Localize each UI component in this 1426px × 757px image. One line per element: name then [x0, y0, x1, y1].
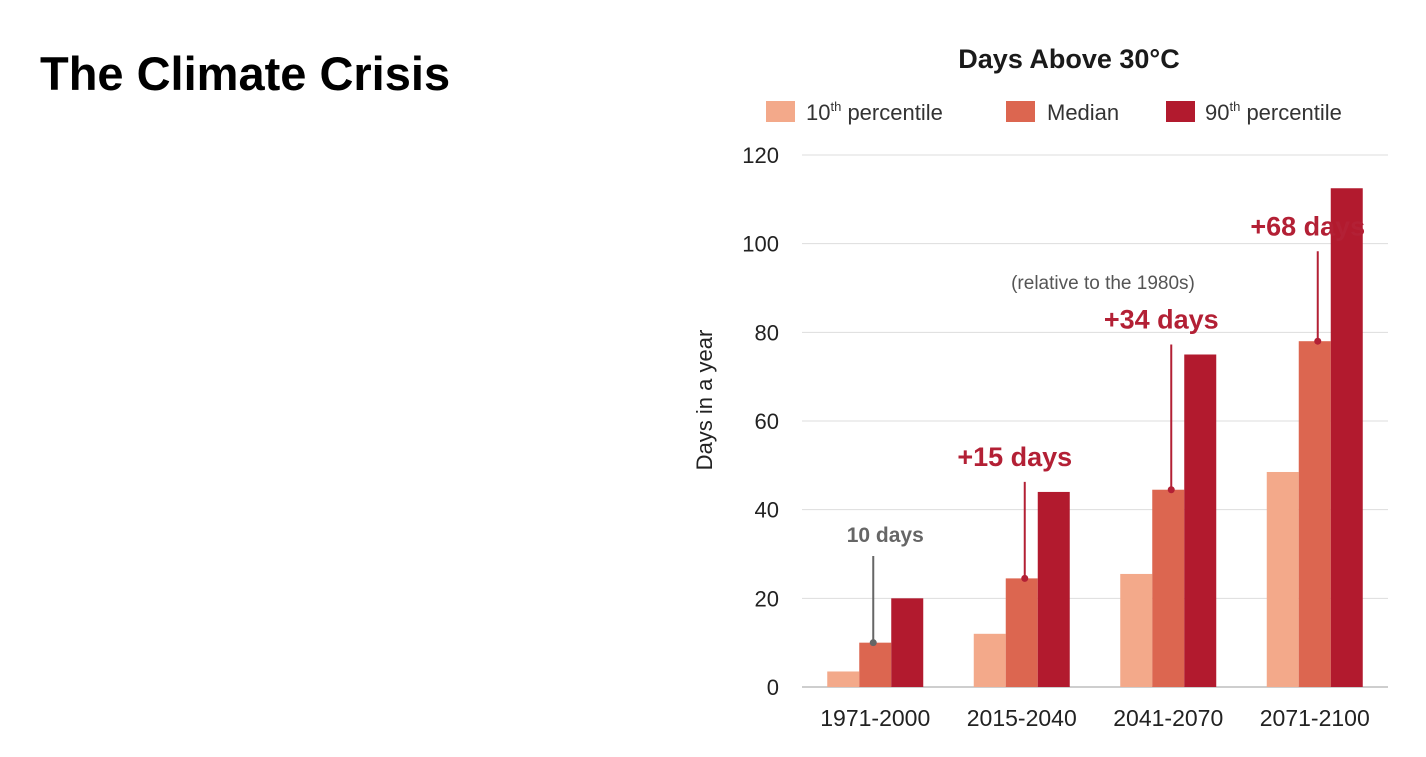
- chart-note: (relative to the 1980s): [1011, 273, 1195, 294]
- legend-item-median: Median: [1006, 100, 1119, 125]
- bar-90th-percentile-2071-2100: [1330, 188, 1363, 687]
- bar-90th-percentile-1971-2000: [891, 598, 924, 687]
- annotation-dot-2041-2070: [1167, 486, 1175, 494]
- legend: 10th percentile Median 90th percentile: [766, 99, 1342, 125]
- svg-text:90th percentile: 90th percentile: [1205, 99, 1342, 125]
- y-tick-label-80: 80: [755, 320, 779, 345]
- y-tick-label-120: 120: [742, 143, 779, 168]
- x-tick-label-2071-2100: 2071-2100: [1260, 705, 1370, 731]
- y-tick-label-40: 40: [755, 498, 779, 523]
- x-tick-label-2015-2040: 2015-2040: [967, 705, 1077, 731]
- bar-median-2041-2070: [1152, 489, 1185, 687]
- annotation-dot-2071-2100: [1314, 337, 1322, 345]
- bar-90th-percentile-2041-2070: [1184, 354, 1217, 687]
- legend-item-10th-percentile: 10th percentile: [766, 99, 943, 125]
- legend-label-90th-main: 90: [1205, 100, 1229, 125]
- chart-title: Days Above 30°C: [958, 44, 1179, 74]
- annotation-label-2071-2100: +68 days: [1250, 211, 1365, 241]
- legend-swatch-median: [1006, 101, 1035, 122]
- annotations: 10 days +15 days +34 days +68 days: [847, 211, 1365, 647]
- bars: [827, 188, 1363, 687]
- bar-median-2015-2040: [1005, 578, 1038, 687]
- bar-median-1971-2000: [859, 642, 892, 687]
- legend-label-90th-sup: th: [1229, 99, 1240, 114]
- y-axis-label: Days in a year: [692, 330, 717, 471]
- legend-label-90th-rest: percentile: [1240, 100, 1342, 125]
- annotation-label-2015-2040: +15 days: [957, 442, 1072, 472]
- y-tick-labels: 0 20 40 60 80 100 120: [742, 143, 779, 700]
- y-tick-label-100: 100: [742, 232, 779, 257]
- bar-10th-percentile-1971-2000: [827, 671, 860, 687]
- bar-median-2071-2100: [1298, 341, 1331, 687]
- y-tick-label-60: 60: [755, 409, 779, 434]
- y-tick-label-20: 20: [755, 586, 779, 611]
- x-tick-labels: 1971-2000 2015-2040 2041-2070 2071-2100: [820, 705, 1370, 731]
- x-tick-label-2041-2070: 2041-2070: [1113, 705, 1223, 731]
- annotation-dot-2015-2040: [1021, 574, 1029, 582]
- bar-10th-percentile-2041-2070: [1120, 573, 1153, 687]
- annotation-label-2041-2070: +34 days: [1104, 305, 1219, 335]
- legend-label-median: Median: [1047, 100, 1119, 125]
- svg-text:10th percentile: 10th percentile: [806, 99, 943, 125]
- bar-90th-percentile-2015-2040: [1037, 491, 1070, 687]
- bar-10th-percentile-2071-2100: [1266, 471, 1299, 687]
- legend-swatch-90th-percentile: [1166, 101, 1195, 122]
- annotation-dot-1971-2000: [869, 639, 877, 647]
- legend-item-90th-percentile: 90th percentile: [1166, 99, 1342, 125]
- legend-swatch-10th-percentile: [766, 101, 795, 122]
- slide-title: The Climate Crisis: [40, 47, 451, 100]
- x-tick-label-1971-2000: 1971-2000: [820, 705, 930, 731]
- legend-label-10th-rest: percentile: [841, 100, 943, 125]
- bar-10th-percentile-2015-2040: [973, 633, 1006, 687]
- y-tick-label-0: 0: [767, 675, 779, 700]
- legend-label-10th-main: 10: [806, 100, 830, 125]
- legend-label-10th-sup: th: [830, 99, 841, 114]
- annotation-label-1971-2000: 10 days: [847, 524, 924, 547]
